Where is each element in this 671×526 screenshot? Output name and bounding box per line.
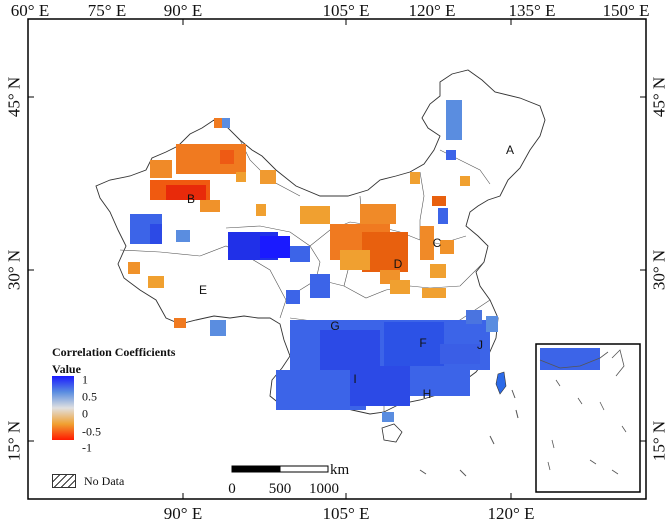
legend-tick-0-5: 0.5 (82, 389, 97, 404)
lon-tick-bottom-90: 90° E (163, 504, 203, 523)
lat-tick-right-15: 15° N (649, 420, 669, 462)
lat-tick-right-45: 45° N (649, 76, 669, 118)
lon-tick-top-135: 135° E (508, 1, 556, 20)
lat-tick-left-45: 45° N (4, 76, 24, 118)
lat-tick-left-30: 30° N (4, 249, 24, 291)
lon-tick-top-60: 60° E (10, 1, 50, 20)
lon-tick-top-75: 75° E (87, 1, 127, 20)
inset-map-details (539, 349, 627, 475)
region-label-e: E (198, 283, 208, 297)
hainan-outline (381, 423, 403, 443)
region-label-g: G (330, 319, 340, 333)
region-label-c: C (432, 236, 442, 250)
south-sea-dashes (419, 389, 519, 477)
inset-map-frame (535, 343, 641, 493)
legend-title: Correlation Coefficients (52, 345, 176, 359)
region-label-h: H (422, 387, 432, 401)
region-label-f: F (419, 336, 427, 350)
region-label-a: A (505, 143, 515, 157)
lon-tick-top-105: 105° E (322, 1, 370, 20)
lon-tick-top-150: 150° E (602, 1, 650, 20)
no-data-label: No Data (84, 474, 125, 488)
lon-tick-bottom-105: 105° E (322, 504, 370, 523)
lon-tick-top-120: 120° E (408, 1, 456, 20)
legend-tick-0: 0 (82, 406, 88, 421)
region-label-i: I (353, 372, 357, 386)
lat-tick-right-30: 30° N (649, 249, 669, 291)
region-label-b: B (186, 192, 196, 206)
legend-subtitle: Value (52, 362, 81, 376)
legend-tick-neg-0-5: -0.5 (82, 424, 101, 439)
no-data-swatch (52, 474, 76, 488)
scale-label-500: 500 (268, 481, 292, 497)
region-label-j: J (477, 338, 483, 352)
legend-tick-1: 1 (82, 372, 88, 387)
legend-colorbar (52, 376, 74, 440)
negative-correlation-cells (128, 118, 470, 356)
lat-tick-left-15: 15° N (4, 420, 24, 462)
scale-bar (231, 465, 329, 473)
scale-label-1000: 1000 (309, 481, 339, 497)
legend-tick-neg-1: -1 (82, 440, 92, 455)
taiwan-outline (495, 371, 507, 395)
lon-tick-top-90: 90° E (163, 1, 203, 20)
tick-marks (28, 19, 646, 499)
lon-tick-bottom-120: 120° E (487, 504, 535, 523)
scale-unit: km (330, 462, 350, 478)
region-label-d: D (393, 257, 403, 271)
positive-correlation-cells (130, 100, 600, 422)
scale-label-0: 0 (228, 481, 236, 497)
